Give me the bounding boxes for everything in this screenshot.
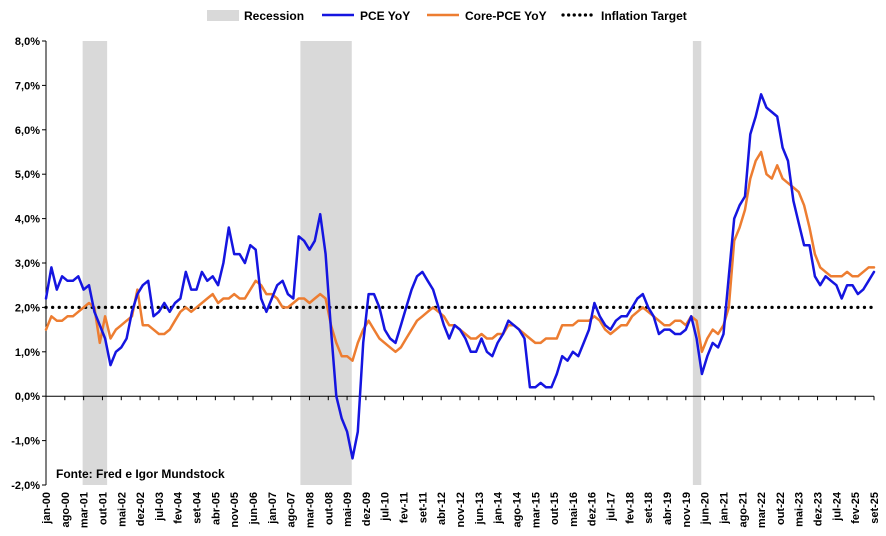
x-tick-label: out-22: [775, 492, 787, 525]
y-tick-label: -1,0%: [11, 436, 40, 448]
recession-band-0: [82, 41, 108, 485]
y-tick-label: 5,0%: [15, 169, 40, 181]
x-tick-label: ago-00: [60, 492, 72, 527]
series-lines: [44, 93, 876, 460]
legend-label-pce: PCE YoY: [360, 9, 410, 23]
y-tick-label: 3,0%: [15, 258, 40, 270]
x-tick-label: jun-13: [474, 492, 486, 525]
x-tick-label: out-08: [323, 492, 335, 525]
x-tick-label: jan-21: [718, 492, 730, 525]
x-tick-label: fev-04: [173, 491, 185, 524]
x-tick-label: ago-07: [286, 492, 298, 527]
x-tick-label: ago-21: [737, 492, 749, 527]
series-line-pce: [44, 93, 876, 460]
x-tick-label: nov-12: [455, 492, 467, 527]
y-tick-label: 6,0%: [15, 125, 40, 137]
x-tick-label: out-15: [549, 492, 561, 525]
x-tick-label: jul-10: [380, 492, 392, 522]
x-tick-label: jan-14: [493, 491, 505, 525]
x-tick-label: mar-15: [530, 492, 542, 528]
x-axis: jan-00 ago-00 mar-01 out-01 mai-02 dez-02 jul-…: [41, 395, 881, 528]
x-tick-label: jul-17: [606, 492, 618, 522]
x-tick-label: ago-14: [511, 491, 523, 527]
x-tick-label: set-25: [869, 492, 881, 524]
x-tick-label: jun-06: [248, 492, 260, 525]
x-tick-label: mar-01: [79, 492, 91, 528]
x-tick-label: set-18: [643, 492, 655, 524]
x-tick-label: jan-00: [41, 492, 53, 525]
x-tick-label: fev-18: [624, 492, 636, 524]
x-tick-label: mai-16: [568, 492, 580, 527]
x-tick-label: set-11: [417, 492, 429, 523]
legend-label-target: Inflation Target: [601, 9, 687, 23]
y-tick-label: 7,0%: [15, 80, 40, 92]
x-tick-label: abr-05: [210, 492, 222, 525]
x-tick-label: nov-19: [681, 492, 693, 527]
legend-swatch-recession: [207, 10, 239, 21]
y-tick-label: 8,0%: [15, 36, 40, 48]
x-tick-label: dez-23: [813, 492, 825, 526]
x-tick-label: fev-11: [399, 492, 411, 523]
legend-label-recession: Recession: [244, 9, 304, 23]
x-tick-label: abr-12: [436, 492, 448, 525]
x-tick-label: mai-09: [342, 492, 354, 527]
y-tick-label: 2,0%: [15, 302, 40, 314]
legend-label-core-pce: Core-PCE YoY: [465, 9, 547, 23]
x-tick-label: mar-22: [756, 492, 768, 528]
x-tick-label: abr-19: [662, 492, 674, 525]
y-tick-label: -2,0%: [11, 480, 40, 492]
x-tick-label: jun-20: [700, 492, 712, 525]
x-tick-label: mai-02: [116, 492, 128, 527]
y-tick-label: 1,0%: [15, 347, 40, 359]
x-tick-label: jul-24: [831, 491, 843, 522]
x-tick-label: mar-08: [304, 492, 316, 528]
source-note: Fonte: Fred e Igor Mundstock: [56, 467, 225, 481]
x-tick-label: nov-05: [229, 492, 241, 527]
x-tick-label: dez-02: [135, 492, 147, 526]
x-tick-label: set-04: [192, 491, 204, 524]
x-tick-label: dez-16: [587, 492, 599, 526]
recession-band-2: [692, 41, 702, 485]
x-tick-label: mai-23: [794, 492, 806, 527]
x-tick-label: fev-25: [850, 492, 862, 524]
y-tick-label: 0,0%: [15, 391, 40, 403]
x-tick-label: jul-03: [154, 492, 166, 522]
legend: Recession PCE YoY Core-PCE YoY Inflation…: [207, 9, 687, 23]
x-tick-label: out-01: [97, 492, 109, 525]
x-tick-label: jan-07: [267, 492, 279, 525]
y-axis: 8,0% 7,0% 6,0% 5,0% 4,0% 3,0% 2,0% 1,0% 0,0% -1,0…: [11, 36, 47, 492]
x-tick-label: dez-09: [361, 492, 373, 526]
y-tick-label: 4,0%: [15, 214, 40, 226]
